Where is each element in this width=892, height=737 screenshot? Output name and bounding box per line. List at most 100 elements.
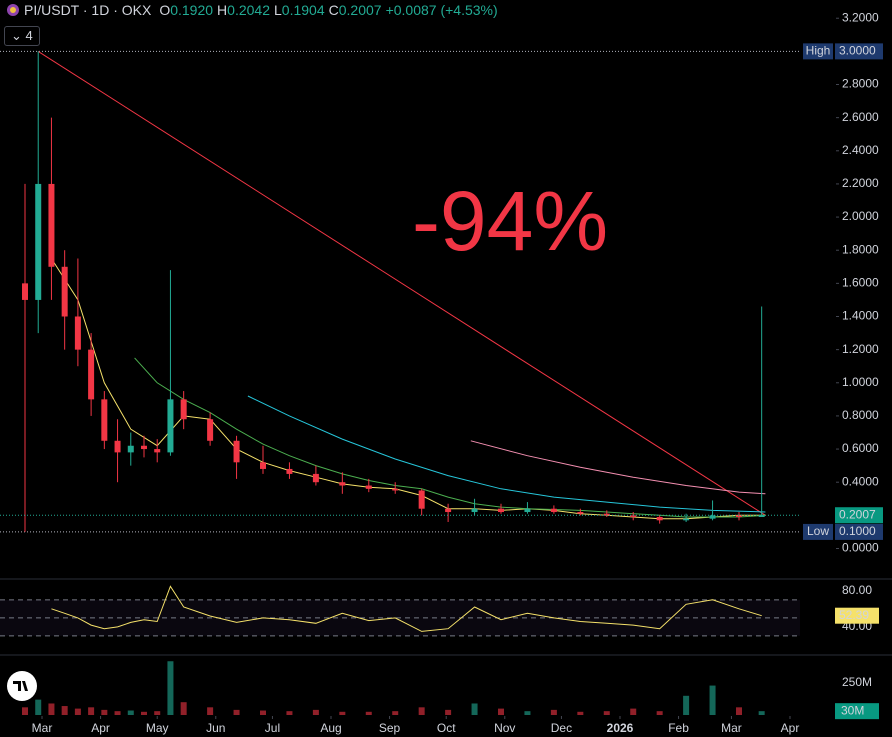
candle-body (709, 515, 716, 519)
candle-body (154, 449, 161, 453)
header: PI/USDT · 1D · OKX O 0.1920 H 0.2042 L 0.1904… (6, 2, 498, 18)
y-tick-label: 1.4000 (842, 309, 879, 323)
candle-body (74, 316, 81, 350)
x-tick-label: Apr (781, 721, 800, 735)
volume-bar (74, 708, 81, 715)
volume-bar (683, 695, 690, 715)
tradingview-logo (7, 671, 37, 701)
y-tick-label: 0.8000 (842, 408, 879, 422)
change: +0.0087 (+4.53%) (385, 2, 498, 18)
price-tag-label-box (803, 523, 833, 540)
volume-bar (365, 711, 372, 715)
x-tick-label: Feb (668, 721, 689, 735)
moving-average (134, 357, 766, 518)
y-tick-label: 1.0000 (842, 375, 879, 389)
candle-body (48, 183, 55, 267)
ohlc-key: H (217, 2, 228, 18)
price-tag-value-box (835, 523, 883, 540)
ohlc-value: 0.1920 (170, 2, 214, 18)
candle-body (180, 399, 187, 420)
symbol-title: PI/USDT · 1D · OKX (24, 2, 152, 18)
rsi-last-box (835, 607, 879, 624)
x-tick-label: Apr (91, 721, 110, 735)
annotation: -94% (412, 174, 608, 268)
candle-body (339, 482, 346, 486)
price-tag-value: 0.1000 (839, 524, 876, 538)
volume-bar (141, 711, 147, 715)
ohlc-value: 0.1904 (281, 2, 325, 18)
y-tick-label: 0.4000 (842, 474, 879, 488)
volume-bar (35, 699, 42, 715)
moving-average (247, 395, 766, 513)
ohlc-value: 0.2007 (338, 2, 382, 18)
y-tick-label: 0.0000 (842, 541, 879, 555)
x-tick-label: 2026 (607, 721, 634, 735)
volume-bar (22, 707, 28, 715)
y-tick-label: 1.8000 (842, 242, 879, 256)
candle-body (550, 508, 557, 513)
symbol-icon (7, 4, 19, 16)
candle-body (167, 399, 174, 453)
candle-body (88, 349, 95, 400)
candle-body (365, 485, 372, 489)
volume-bar (48, 703, 55, 715)
volume-bar (524, 711, 531, 715)
volume-bar (758, 711, 765, 715)
y-tick-label: 2.8000 (842, 77, 879, 91)
trendline (37, 50, 766, 516)
price-tag-value: 3.0000 (839, 44, 876, 58)
candle-body (471, 508, 478, 513)
candle-body (630, 515, 637, 518)
candle-body (286, 468, 293, 474)
volume-bar (603, 711, 610, 715)
rsi-last-label: 52.39 (839, 608, 869, 622)
candle-body (22, 283, 28, 300)
volume-bar (418, 707, 425, 715)
volume-bar (286, 711, 293, 715)
candle-body (141, 445, 147, 450)
candle-body (736, 515, 742, 518)
volume-bar (709, 685, 716, 715)
candle-body (603, 513, 610, 516)
volume-bar (498, 708, 504, 715)
volume-bar (550, 709, 557, 715)
volume-bar (180, 702, 187, 715)
x-tick-label: Aug (320, 721, 341, 735)
moving-average (50, 258, 766, 520)
indicator-count: 4 (25, 28, 33, 43)
volume-bar (339, 711, 346, 715)
x-tick-label: Jul (265, 721, 280, 735)
y-tick-label: 3.2000 (842, 10, 879, 24)
candle-body (392, 488, 399, 491)
volume-bar (656, 711, 663, 715)
y-tick-label: 2.2000 (842, 176, 879, 190)
ohlc-key: L (274, 2, 282, 18)
candle-body (61, 266, 68, 317)
volume-bar (260, 710, 266, 715)
last-price-box (835, 507, 883, 524)
y-tick-label: 2.0000 (842, 209, 879, 223)
volume-bar (101, 709, 108, 715)
candle-body (656, 517, 663, 521)
x-tick-label: Mar (721, 721, 742, 735)
volume-bar (114, 711, 121, 715)
last-price-label: 0.2007 (839, 507, 876, 521)
y-tick-label: 1.6000 (842, 276, 879, 290)
price-tag-label: Low (807, 524, 829, 538)
indicator-toggle[interactable]: ⌄ 4 (4, 26, 40, 46)
ohlc-value: 0.2042 (227, 2, 270, 18)
ohlc-key: C (328, 2, 339, 18)
price-tag-label-box (803, 43, 833, 60)
candle-body (758, 515, 765, 518)
volume-last-box (835, 703, 879, 720)
candle-body (260, 462, 266, 469)
ohlc-key: O (159, 2, 171, 18)
y-tick-label: 2.6000 (842, 110, 879, 124)
candle-body (127, 445, 134, 453)
volume-bar (207, 707, 214, 715)
volume-bar (167, 661, 174, 715)
volume-tick-label: 250M (842, 675, 872, 689)
candle-body (114, 440, 121, 453)
